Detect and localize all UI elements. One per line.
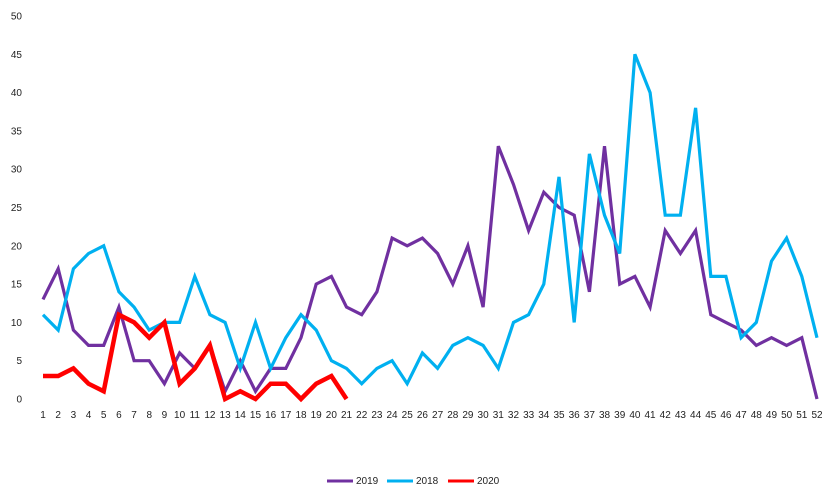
x-tick-label: 31 — [493, 410, 505, 421]
x-tick-label: 35 — [553, 410, 565, 421]
x-tick-label: 25 — [402, 410, 414, 421]
x-tick-label: 24 — [386, 410, 398, 421]
x-tick-label: 15 — [250, 410, 262, 421]
legend-label-2018: 2018 — [416, 476, 439, 487]
y-tick-label: 50 — [11, 12, 23, 23]
x-tick-label: 45 — [705, 410, 717, 421]
x-tick-label: 33 — [523, 410, 535, 421]
x-tick-label: 52 — [811, 410, 822, 421]
x-tick-label: 13 — [220, 410, 232, 421]
x-tick-label: 11 — [190, 410, 201, 421]
x-tick-label: 3 — [71, 410, 77, 421]
x-tick-label: 12 — [204, 410, 216, 421]
x-tick-label: 29 — [462, 410, 474, 421]
x-tick-label: 22 — [356, 410, 368, 421]
x-tick-label: 20 — [326, 410, 338, 421]
x-tick-label: 14 — [235, 410, 247, 421]
x-tick-label: 8 — [146, 410, 152, 421]
x-tick-label: 43 — [675, 410, 687, 421]
x-tick-label: 9 — [162, 410, 168, 421]
y-axis: 0 5 10 15 20 25 30 35 40 45 50 — [11, 12, 23, 406]
y-tick-label: 10 — [11, 318, 23, 329]
series-lines — [41, 53, 819, 403]
x-tick-label: 18 — [295, 410, 307, 421]
x-tick-label: 37 — [584, 410, 596, 421]
x-tick-label: 16 — [265, 410, 277, 421]
x-axis: 1 2 3 4 5 6 7 8 9 10 11 12 13 14 15 16 17 18 19 20 21 22 23 24 2… — [40, 410, 822, 421]
series-line-2020 — [43, 311, 349, 403]
x-tick-label: 4 — [86, 410, 92, 421]
x-tick-label: 5 — [101, 410, 107, 421]
x-tick-label: 30 — [478, 410, 490, 421]
x-tick-label: 19 — [311, 410, 323, 421]
y-tick-label: 35 — [11, 126, 23, 137]
legend-label-2020: 2020 — [477, 476, 500, 487]
x-tick-label: 27 — [432, 410, 444, 421]
x-tick-label: 44 — [690, 410, 702, 421]
legend-label-2019: 2019 — [356, 476, 379, 487]
x-tick-label: 42 — [660, 410, 672, 421]
x-tick-label: 2 — [55, 410, 61, 421]
x-tick-label: 10 — [174, 410, 186, 421]
x-tick-label: 50 — [781, 410, 793, 421]
x-tick-label: 40 — [629, 410, 641, 421]
x-tick-label: 48 — [751, 410, 763, 421]
x-tick-label: 28 — [447, 410, 459, 421]
x-tick-label: 36 — [569, 410, 581, 421]
y-tick-label: 0 — [16, 395, 22, 406]
x-tick-label: 7 — [131, 410, 137, 421]
series-line-2018 — [41, 53, 819, 387]
x-tick-label: 46 — [720, 410, 732, 421]
y-tick-label: 45 — [11, 50, 23, 61]
y-tick-label: 5 — [16, 356, 22, 367]
series-line-2019 — [41, 145, 819, 400]
x-tick-label: 34 — [538, 410, 550, 421]
y-tick-label: 15 — [11, 280, 23, 291]
x-tick-label: 49 — [766, 410, 778, 421]
x-tick-label: 41 — [644, 410, 656, 421]
y-tick-label: 30 — [11, 165, 23, 176]
x-tick-label: 23 — [371, 410, 383, 421]
x-tick-label: 38 — [599, 410, 611, 421]
x-tick-label: 1 — [40, 410, 46, 421]
x-tick-label: 26 — [417, 410, 429, 421]
x-tick-label: 21 — [341, 410, 353, 421]
y-tick-label: 20 — [11, 241, 23, 252]
x-tick-label: 17 — [280, 410, 292, 421]
y-tick-label: 25 — [11, 203, 23, 214]
x-tick-label: 51 — [796, 410, 808, 421]
x-tick-label: 6 — [116, 410, 122, 421]
x-tick-label: 39 — [614, 410, 626, 421]
legend: 2019 2018 2020 — [327, 476, 500, 487]
x-tick-label: 32 — [508, 410, 520, 421]
y-tick-label: 40 — [11, 88, 23, 99]
x-tick-label: 47 — [736, 410, 748, 421]
